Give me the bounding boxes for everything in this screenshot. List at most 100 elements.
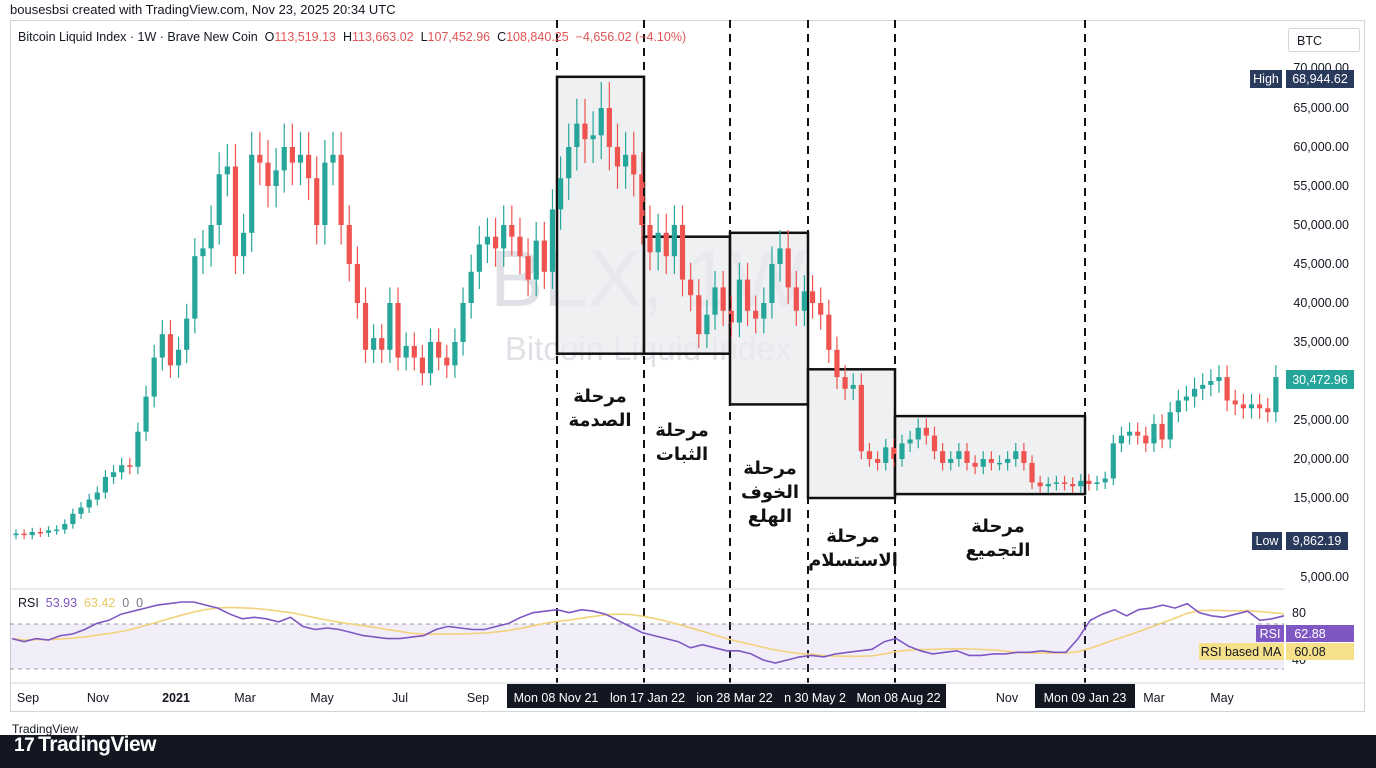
price-axis[interactable]: 5,000.0015,000.0020,000.0025,000.0030,00… xyxy=(1293,61,1349,584)
chart-frame[interactable] xyxy=(10,20,1365,712)
phase-label-line: مرحلة xyxy=(655,420,709,441)
rsi-tick-label: 80 xyxy=(1292,606,1306,620)
candle-body xyxy=(826,314,832,350)
candle-body xyxy=(606,108,612,147)
phase-divider-lines xyxy=(556,20,1086,683)
candle-body xyxy=(1151,423,1157,444)
time-highlight-bg xyxy=(779,684,851,708)
low-badge-label: Low xyxy=(1256,534,1280,548)
time-tick-label: Jul xyxy=(392,691,408,705)
legend-high-label: H xyxy=(342,30,352,44)
candle-body xyxy=(1029,462,1035,483)
time-tick-label: May xyxy=(1210,691,1234,705)
phase-labels: مرحلة الصدمة مرحلة الثبات مرحلة الخوف الهلع مرح… xyxy=(568,386,1030,571)
candle-body xyxy=(62,524,68,530)
tradingview-small-text: TradingView xyxy=(12,722,79,736)
high-badge-label: High xyxy=(1253,72,1279,86)
rsi-legend-label: RSI xyxy=(18,596,39,610)
candle-body xyxy=(1273,377,1279,413)
legend-low-label: L xyxy=(420,30,428,44)
candle-body xyxy=(931,435,938,452)
candle-body xyxy=(891,447,897,459)
candle-body xyxy=(1265,408,1271,413)
time-highlight-label: Mon 08 Nov 21 xyxy=(514,691,599,705)
time-highlight-label: ion 28 Mar 22 xyxy=(696,691,772,705)
candle-body xyxy=(818,303,824,315)
candle-body xyxy=(54,529,60,532)
candle-body xyxy=(216,174,222,225)
candle-body xyxy=(582,123,588,140)
candle-body xyxy=(972,462,978,467)
candle-body xyxy=(94,492,100,500)
candle-body xyxy=(330,154,336,163)
candle-body xyxy=(834,349,840,378)
candle-body xyxy=(948,459,954,463)
time-highlight-bg xyxy=(507,684,605,708)
candle-body xyxy=(874,459,881,463)
chart-canvas[interactable]: BLX, 1W Bitcoin Liquid Index مرحلةالصدمة… xyxy=(0,0,1376,735)
time-highlight-label: n 30 May 2 xyxy=(784,691,846,705)
price-tick-label: 50,000.00 xyxy=(1293,218,1349,232)
footer-bar xyxy=(0,735,1376,768)
candle-body xyxy=(1216,377,1222,381)
rsi-pane: 8040 xyxy=(10,588,1306,670)
time-tick-label: 2021 xyxy=(162,691,190,705)
candle-body xyxy=(988,459,994,463)
candle-body xyxy=(525,256,531,280)
candlestick-series xyxy=(13,82,1279,540)
time-tick-label: Nov xyxy=(87,691,110,705)
rsi-line xyxy=(11,601,1285,664)
candle-body xyxy=(720,287,726,311)
candle-body xyxy=(980,459,986,467)
candle-body xyxy=(1013,451,1019,459)
candle-body xyxy=(883,447,889,463)
candle-body xyxy=(1191,388,1198,397)
time-axis[interactable]: Sep Nov 2021 Mar May Jul Sep Mon 08 Nov 21 lon 1… xyxy=(10,682,1364,708)
candle-body xyxy=(631,154,637,175)
candle-body xyxy=(801,291,808,311)
phase-label-line: الهلع xyxy=(748,506,792,527)
candle-body xyxy=(688,279,694,296)
time-highlight-bg xyxy=(1035,684,1135,708)
phase-label-line: مرحلة xyxy=(743,458,797,479)
candle-body xyxy=(1053,482,1060,484)
phase-label-line: مرحلة xyxy=(971,516,1025,537)
candle-body xyxy=(175,349,182,366)
price-tick-label: 5,000.00 xyxy=(1300,570,1349,584)
candle-body xyxy=(110,472,117,477)
candle-body xyxy=(614,147,621,167)
candle-body xyxy=(29,531,35,536)
candle-body xyxy=(119,465,125,473)
candle-body xyxy=(1118,435,1125,444)
time-tick-label: Mar xyxy=(1143,691,1165,705)
candle-body xyxy=(249,154,255,233)
low-badge-value-bg xyxy=(1286,532,1348,550)
candle-body xyxy=(1102,478,1108,483)
candle-body xyxy=(240,232,247,257)
phase-label-line: مرحلة xyxy=(826,526,880,547)
candle-body xyxy=(492,236,499,249)
candle-body xyxy=(411,345,417,358)
candle-body xyxy=(362,303,369,350)
phase-label-line: مرحلة xyxy=(573,386,627,407)
candle-body xyxy=(663,232,669,257)
ma-badge-label-bg xyxy=(1199,643,1284,660)
candle-body xyxy=(679,225,686,280)
candle-body xyxy=(541,240,547,272)
candle-body xyxy=(436,342,442,358)
candle-body xyxy=(460,303,466,342)
candle-body xyxy=(964,451,970,463)
phase-label-line: الثبات xyxy=(656,444,708,465)
candle-body xyxy=(86,499,92,508)
candle-body xyxy=(549,209,556,272)
candle-body xyxy=(346,225,352,264)
candle-body xyxy=(224,166,230,175)
candle-body xyxy=(1005,459,1011,463)
candle-body xyxy=(1175,400,1181,413)
candle-body xyxy=(1037,482,1043,487)
tradingview-logo[interactable]: 17 TradingView xyxy=(14,733,156,757)
low-badge-label-bg xyxy=(1252,532,1282,550)
candle-body xyxy=(200,248,206,257)
time-tick-label: Sep xyxy=(467,691,489,705)
symbol-tag[interactable]: BTC xyxy=(1288,28,1360,52)
